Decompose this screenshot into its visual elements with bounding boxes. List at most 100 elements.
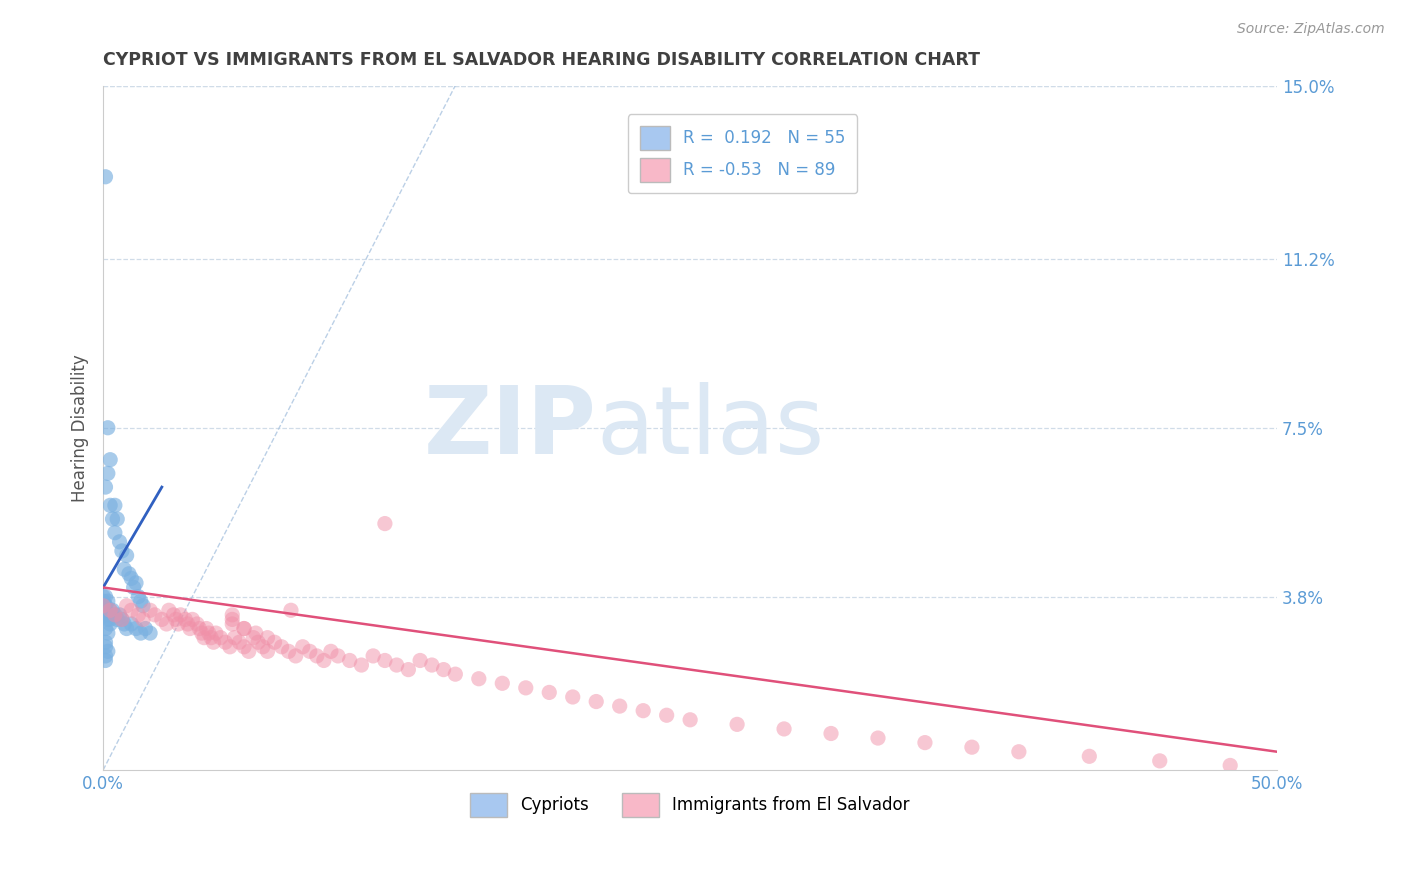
Point (157, 603, 180, 617)
Point (609, 699, 631, 714)
Point (91, 607, 114, 622)
Point (631, 704, 654, 718)
Point (94, 648, 117, 663)
Point (105, 512, 128, 526)
Point (202, 635, 225, 649)
Point (233, 622, 256, 636)
Point (305, 648, 328, 663)
Point (94, 653, 117, 667)
Point (242, 631, 264, 645)
Point (118, 566, 141, 581)
Point (193, 631, 215, 645)
Point (98, 603, 121, 617)
Point (94, 635, 117, 649)
Point (221, 612, 243, 626)
Point (101, 512, 124, 526)
Point (91, 599, 114, 613)
Point (97, 644, 120, 658)
Point (139, 603, 162, 617)
Point (108, 534, 131, 549)
Point (98, 603, 121, 617)
Point (91, 594, 114, 608)
Point (326, 648, 349, 663)
Legend: Cypriots, Immigrants from El Salvador: Cypriots, Immigrants from El Salvador (464, 787, 917, 823)
Text: atlas: atlas (596, 382, 824, 474)
Point (1149, 754, 1171, 768)
Point (221, 607, 243, 622)
Point (94, 480, 117, 494)
Point (127, 607, 149, 622)
Point (433, 663, 456, 677)
Point (143, 607, 166, 622)
Point (200, 631, 222, 645)
Point (219, 640, 242, 654)
Point (679, 713, 702, 727)
Point (94, 622, 117, 636)
Text: Source: ZipAtlas.com: Source: ZipAtlas.com (1237, 22, 1385, 37)
Point (256, 631, 278, 645)
Point (120, 571, 142, 585)
Point (134, 622, 156, 636)
Point (98, 617, 121, 632)
Point (205, 626, 228, 640)
Point (162, 607, 184, 622)
Point (186, 617, 208, 632)
Point (256, 644, 278, 658)
Point (94, 607, 117, 622)
Point (561, 690, 583, 704)
Point (209, 631, 232, 645)
Point (91, 603, 114, 617)
Point (224, 631, 246, 645)
Point (120, 617, 142, 632)
Point (94, 590, 117, 604)
Point (97, 467, 120, 481)
Point (820, 726, 842, 740)
Point (101, 603, 124, 617)
Point (655, 708, 678, 723)
Point (312, 653, 335, 667)
Point (97, 607, 120, 622)
Point (420, 658, 443, 673)
Point (468, 672, 491, 686)
Point (374, 653, 396, 667)
Point (491, 676, 513, 690)
Point (105, 612, 128, 626)
Point (104, 525, 127, 540)
Point (298, 644, 321, 658)
Point (132, 612, 155, 626)
Point (181, 612, 204, 626)
Point (104, 499, 127, 513)
Point (112, 562, 135, 576)
Point (725, 717, 748, 731)
Point (277, 644, 299, 658)
Point (263, 635, 285, 649)
Point (179, 622, 201, 636)
Point (122, 581, 145, 595)
Point (94, 599, 117, 613)
Point (169, 607, 191, 622)
Point (97, 594, 120, 608)
Point (866, 731, 889, 745)
Point (91, 590, 114, 604)
Point (247, 635, 270, 649)
Point (284, 648, 307, 663)
Point (115, 622, 138, 636)
Point (233, 622, 256, 636)
Point (104, 607, 127, 622)
Y-axis label: Hearing Disability: Hearing Disability (72, 354, 89, 501)
Point (129, 626, 152, 640)
Point (538, 685, 561, 699)
Point (97, 421, 120, 435)
Point (115, 549, 138, 563)
Point (97, 612, 120, 626)
Point (773, 722, 796, 736)
Point (111, 544, 134, 558)
Point (233, 640, 256, 654)
Point (120, 603, 142, 617)
Point (167, 617, 190, 632)
Point (252, 640, 274, 654)
Point (115, 599, 138, 613)
Point (155, 617, 177, 632)
Point (409, 653, 432, 667)
Point (150, 612, 173, 626)
